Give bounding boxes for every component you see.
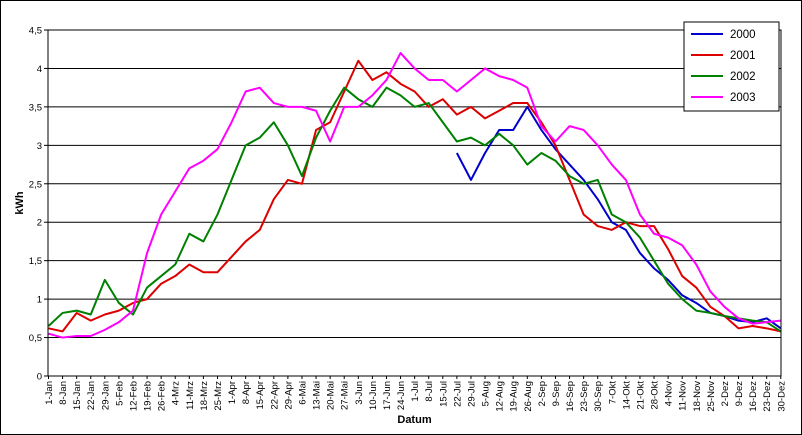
x-tick-label: 11-Nov [678,381,689,411]
y-tick-label: 1 [37,295,42,306]
series-line-2003 [48,52,781,339]
x-tick-label: 15-Apr [255,381,266,410]
plot-area-frame [47,29,782,377]
x-tick-label: 8-Jan [58,381,69,405]
x-tick-label: 4-Mrz [171,381,182,406]
x-tick-label: 25-Mrz [213,381,224,411]
x-tick-label: 18-Nov [692,381,703,412]
legend: 2000 2001 2002 2003 [683,21,780,112]
x-tick-label: 22-Apr [269,381,280,410]
x-tick-label: 1-Jul [410,381,421,402]
legend-label-2001: 2001 [730,50,756,62]
x-tick-label: 11-Mrz [185,381,196,410]
x-tick-label: 2-Sep [537,381,548,406]
x-tick-label: 27-Mai [340,381,351,410]
y-tick-label: 3,5 [29,102,42,113]
x-tick-label: 30-Dez [776,381,787,412]
x-tick-label: 7-Okt [607,381,618,405]
x-tick-label: 9-Sep [551,381,562,406]
legend-label-2003: 2003 [730,92,756,104]
x-tick-label: 9-Dez [734,381,745,407]
x-tick-label: 17-Jun [382,381,393,410]
x-axis-title: Datum [397,414,431,426]
x-tick-label: 13-Mai [312,381,323,410]
y-tick-label: 0 [37,372,42,383]
x-tick-label: 29-Jan [100,381,111,410]
series-line-2001 [48,59,781,333]
series-line-2002 [47,86,782,333]
x-tick-label: 24-Jun [396,381,407,410]
x-tick-label: 28-Okt [650,381,661,410]
y-tick-label: 2,5 [29,179,42,190]
x-tick-label: 19-Aug [509,381,520,412]
x-tick-label: 19-Feb [143,381,154,411]
x-tick-label: 14-Okt [621,381,632,410]
x-tick-label: 30-Sep [593,381,604,412]
x-tick-label: 15-Jan [72,381,83,410]
gridlines [48,67,781,339]
x-tick-label: 26-Feb [157,381,168,411]
y-tick-label: 2 [37,218,42,229]
x-tick-label: 2-Dez [720,381,731,407]
x-tick-label: 3-Jun [354,381,365,405]
x-tick-label: 6-Mai [297,381,308,405]
x-tick-label: 22-Jan [86,381,97,410]
series-lines [47,52,782,339]
y-tick-label: 4 [37,64,42,75]
x-tick-label: 8-Jul [424,381,435,402]
x-tick-label: 23-Dez [762,381,773,412]
x-tick-label: 15-Jul [438,381,449,407]
legend-label-2002: 2002 [730,71,756,83]
x-tick-label: 12-Feb [128,381,139,411]
y-tick-label: 3 [37,141,42,152]
x-tick-label: 1-Apr [227,381,238,404]
x-tick-label: 25-Nov [706,381,717,412]
x-tick-labels: 1-Jan 8-Jan 15-Jan 22-Jan 29-Jan 5-Feb 12-Feb 1… [44,376,787,412]
x-tick-label: 1-Jan [44,381,55,405]
x-tick-label: 16-Dez [748,381,759,412]
y-axis-title: kWh [14,191,26,215]
x-tick-label: 8-Apr [241,381,252,404]
x-tick-label: 21-Okt [635,381,646,410]
x-tick-label: 29-Apr [283,381,294,410]
x-tick-label: 12-Aug [495,381,506,412]
x-tick-label: 10-Jun [368,381,379,410]
x-tick-label: 20-Mai [326,381,337,410]
y-tick-labels: 0 0,5 1 1,5 2 2,5 3 3,5 4 4,5 [29,26,48,383]
x-tick-label: 5-Feb [114,381,125,406]
x-tick-label: 5-Aug [481,381,492,406]
y-tick-label: 0,5 [29,333,42,344]
x-tick-label: 4-Nov [664,381,675,407]
x-tick-label: 26-Aug [523,381,534,412]
x-tick-label: 18-Mrz [199,381,210,411]
x-tick-label: 29-Jul [466,381,477,407]
x-tick-label: 23-Sep [579,381,590,412]
y-tick-label: 1,5 [29,256,42,267]
y-tick-label: 4,5 [29,26,42,37]
x-tick-label: 16-Sep [565,381,576,412]
x-tick-label: 22-Jul [452,381,463,407]
legend-label-2000: 2000 [730,29,756,41]
